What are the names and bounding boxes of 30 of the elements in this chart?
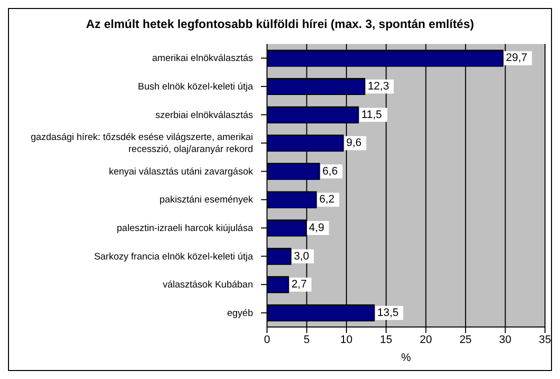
- x-tick-label: 10: [340, 334, 353, 346]
- y-tick-label: palesztin-izraeli harcok kiújulása: [116, 222, 254, 234]
- y-tick-label: választások Kubában: [162, 279, 253, 290]
- y-tick-label: kenyai választás utáni zavargások: [108, 166, 254, 177]
- data-label: 6,6: [322, 165, 338, 178]
- data-label: 12,3: [368, 80, 390, 93]
- x-tick-label: 35: [538, 334, 552, 346]
- y-tick-label: Sarkozy francia elnök közel-keleti útja: [94, 250, 254, 262]
- data-label: 2,7: [291, 278, 307, 291]
- data-label: 4,9: [308, 222, 324, 234]
- data-label: 3,0: [294, 250, 310, 262]
- x-tick-label: 5: [304, 334, 310, 346]
- y-tick-label: egyéb: [227, 307, 253, 318]
- data-label: 11,5: [361, 108, 382, 121]
- x-tick-label: 30: [499, 334, 512, 346]
- data-label: 9,6: [346, 137, 362, 150]
- data-label: 29,7: [506, 52, 528, 64]
- y-tick-label: gazdasági hírek: tőzsdék esése világszerte, amerikai recesszió, olaj/aranyár rekord: [30, 132, 253, 155]
- x-tick-label: 0: [264, 334, 270, 346]
- y-tick-label: amerikai elnökválasztás: [152, 52, 254, 64]
- y-tick-label: Bush elnök közel-keleti útja: [138, 80, 254, 92]
- x-axis-title: %: [401, 352, 412, 364]
- x-tick-label: 25: [459, 334, 472, 346]
- y-tick-label: pakisztáni események: [160, 194, 254, 206]
- y-tick-label: szerbiai elnökválasztás: [155, 109, 254, 120]
- data-label: 6,2: [319, 194, 335, 206]
- data-label: 13,5: [377, 306, 399, 319]
- chart-title: Az elmúlt hetek legfontosabb külföldi hírei (max. 3, spontán említés): [84, 16, 476, 33]
- x-tick-label: 15: [380, 334, 392, 346]
- x-tick-label: 20: [420, 334, 432, 346]
